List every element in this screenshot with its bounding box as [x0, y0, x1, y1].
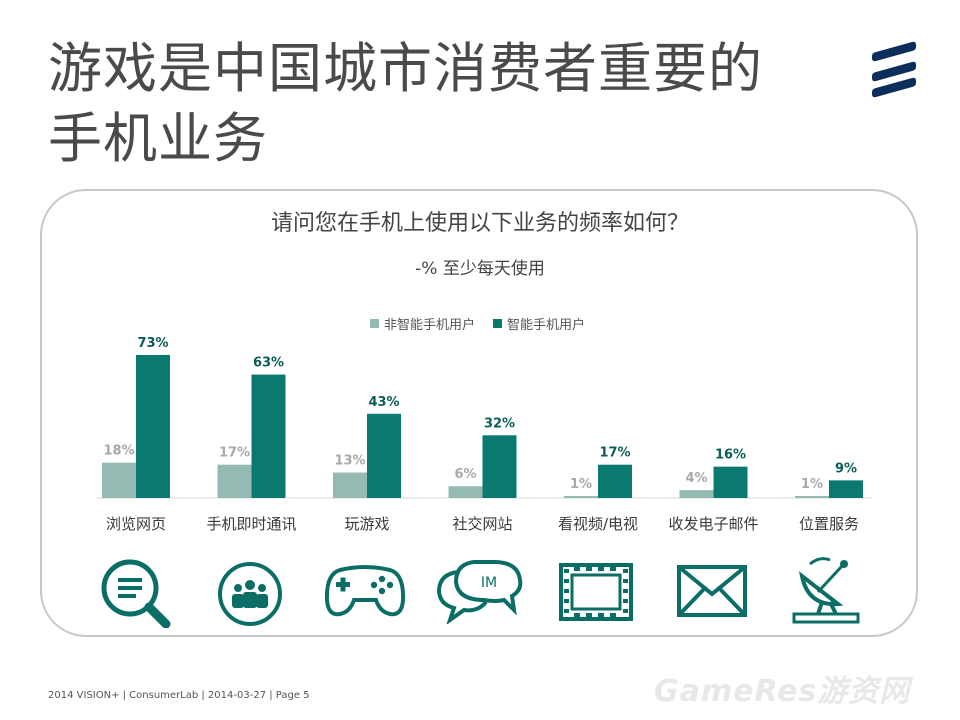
bar-smartphone [482, 435, 517, 498]
chart-panel [40, 189, 918, 637]
category-label: 收发电子邮件 [668, 515, 758, 533]
category-label: 位置服务 [799, 515, 859, 533]
category-label: 看视频/电视 [558, 515, 638, 533]
bar-non_smartphone [333, 472, 367, 498]
data-label-smartphone: 17% [599, 446, 630, 461]
data-label-smartphone: 73% [137, 336, 168, 351]
category-label: 浏览网页 [106, 515, 166, 533]
bar-non_smartphone [217, 464, 252, 498]
mail-icon [677, 565, 747, 617]
legend-label-smartphone: 智能手机用户 [507, 318, 586, 333]
search-icon [101, 559, 171, 628]
chat-icon-text: IM [481, 575, 497, 591]
page-title: 游戏是中国城市消费者重要的 手机业务 [48, 37, 763, 170]
ericsson-logo-icon [872, 41, 916, 98]
bar-smartphone [251, 374, 286, 498]
legend-item-smartphone: 智能手机用户 [493, 314, 585, 333]
footer: 2014 VISION+ | ConsumerLab | 2014-03-27 … [48, 690, 310, 701]
legend-label-non-smartphone: 非智能手机用户 [384, 318, 476, 333]
data-label-smartphone: 9% [835, 461, 857, 476]
bar-non_smartphone [795, 496, 829, 498]
gamepad-icon [324, 565, 406, 617]
bar-non_smartphone [448, 486, 483, 498]
data-label-non_smartphone: 18% [103, 444, 134, 459]
bar-smartphone [367, 413, 401, 498]
category-label: 手机即时通讯 [206, 515, 296, 533]
satellite-icon [792, 557, 860, 624]
data-label-smartphone: 32% [484, 416, 515, 431]
bar-smartphone [136, 355, 170, 498]
data-label-smartphone: 16% [715, 448, 746, 463]
legend-item-non-smartphone: 非智能手机用户 [370, 314, 475, 333]
bar-smartphone [598, 464, 632, 498]
category-label: 社交网站 [452, 515, 512, 533]
film-icon [559, 563, 633, 621]
chart-subtitle: -% 至少每天使用 [415, 259, 545, 279]
data-label-non_smartphone: 6% [454, 467, 476, 482]
bar-smartphone [829, 480, 863, 498]
people-icon [218, 562, 282, 626]
data-label-non_smartphone: 4% [685, 471, 707, 486]
survey-question: 请问您在手机上使用以下业务的频率如何？ [270, 211, 689, 236]
data-label-non_smartphone: 13% [334, 454, 365, 469]
bar-non_smartphone [102, 462, 136, 498]
bar-non_smartphone [679, 490, 714, 498]
watermark: GameRes游资网 [654, 674, 911, 709]
bar-non_smartphone [564, 496, 598, 498]
chat-icon: IM [436, 560, 523, 624]
chart-legend: 非智能手机用户 智能手机用户 [370, 314, 585, 333]
legend-swatch-smartphone [493, 319, 503, 328]
data-label-non_smartphone: 1% [570, 477, 592, 492]
data-label-non_smartphone: 1% [801, 477, 823, 492]
data-label-smartphone: 63% [253, 356, 284, 371]
legend-swatch-non-smartphone [370, 319, 379, 328]
bar-smartphone [713, 466, 748, 498]
data-label-smartphone: 43% [368, 395, 399, 410]
category-label: 玩游戏 [344, 515, 389, 533]
data-label-non_smartphone: 17% [219, 446, 250, 461]
